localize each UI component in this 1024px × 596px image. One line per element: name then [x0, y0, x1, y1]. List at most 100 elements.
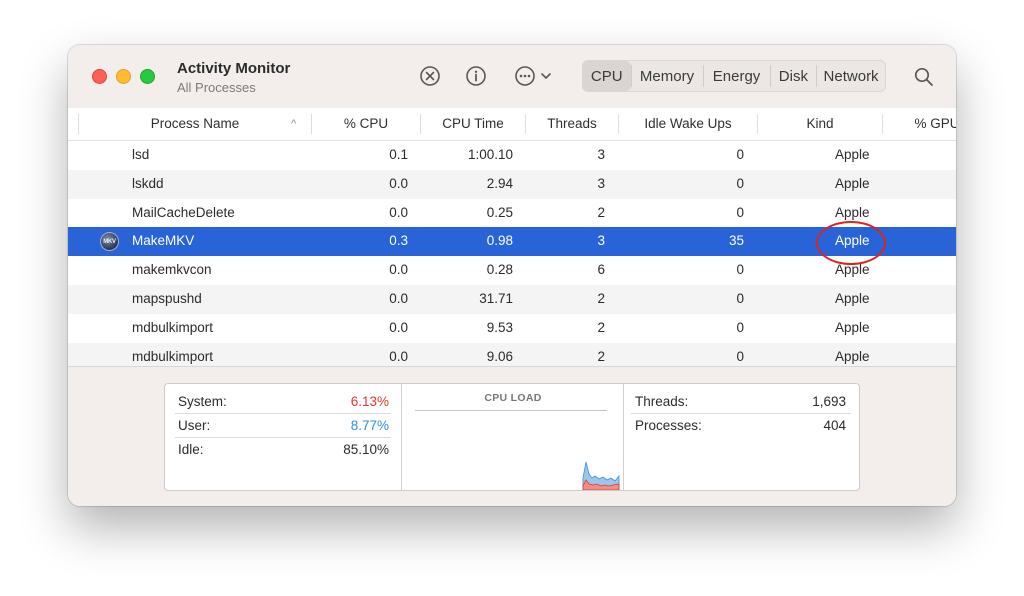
threads-count: 2 — [597, 348, 605, 364]
tab-energy[interactable]: Energy — [712, 67, 761, 85]
search-button[interactable] — [914, 67, 934, 92]
view-tabs: CPU Memory Energy Disk Network — [582, 60, 886, 92]
idle-label: Idle: — [178, 442, 204, 457]
tab-memory[interactable]: Memory — [639, 67, 695, 85]
process-kind: Apple — [835, 204, 870, 220]
threads-count: 3 — [597, 147, 605, 162]
cpu-percent: 0.3 — [389, 233, 408, 249]
stop-process-button[interactable] — [418, 65, 442, 87]
threads-count: 2 — [597, 290, 605, 306]
idle-wake-ups: 0 — [736, 319, 744, 335]
threads-count: 2 — [597, 204, 605, 220]
idle-wake-ups: 0 — [736, 175, 744, 191]
system-label: System: — [178, 394, 227, 409]
process-kind: Apple — [835, 262, 870, 278]
process-kind: Apple — [835, 319, 870, 335]
column-divider — [420, 114, 421, 134]
column-divider — [78, 114, 79, 134]
idle-wake-ups: 35 — [728, 233, 744, 249]
cpu-time: 0.28 — [486, 262, 513, 278]
table-row[interactable]: mdbulkimport 0.0 9.53 2 0 Apple — [68, 314, 956, 343]
title-bar: Activity Monitor All Processes — [68, 45, 956, 109]
threads-count: 2 — [597, 319, 605, 335]
inspect-process-button[interactable] — [464, 65, 488, 87]
chevron-down-icon — [541, 73, 551, 79]
red-circle-annotation — [816, 221, 886, 265]
cpu-load-title: CPU LOAD — [484, 392, 542, 404]
processes-label: Processes: — [635, 418, 702, 433]
cpu-percent: 0.0 — [389, 290, 408, 306]
column-process-name[interactable]: Process Name ^ — [79, 108, 311, 140]
idle-value: 85.10% — [343, 442, 389, 457]
column-divider — [311, 114, 312, 134]
process-kind: Apple — [835, 147, 870, 162]
table-row[interactable]: MailCacheDelete 0.0 0.25 2 0 Apple — [68, 199, 956, 228]
table-row[interactable]: lsd 0.1 1:00.10 3 0 Apple — [68, 141, 956, 170]
idle-wake-ups: 0 — [736, 147, 744, 162]
process-kind: Apple — [835, 348, 870, 364]
idle-wake-ups: 0 — [736, 290, 744, 306]
info-circle-icon — [466, 66, 486, 86]
ellipsis-circle-icon — [515, 66, 535, 86]
cpu-percent: 0.0 — [389, 319, 408, 335]
system-value: 6.13% — [350, 394, 389, 409]
minimize-window-button[interactable] — [116, 69, 131, 84]
app-title: Activity Monitor — [177, 60, 291, 77]
table-row[interactable]: mdbulkimport 0.0 9.06 2 0 Apple — [68, 342, 956, 366]
tab-divider — [816, 65, 818, 87]
table-row[interactable]: lskdd 0.0 2.94 3 0 Apple — [68, 169, 956, 199]
tab-disk[interactable]: Disk — [778, 67, 808, 85]
table-header: Process Name ^ % CPU CPU Time Threads Id… — [68, 108, 956, 141]
more-actions-button[interactable] — [511, 65, 555, 87]
table-row-selected[interactable]: MKV MakeMKV 0.3 0.98 3 35 Apple — [68, 227, 956, 257]
process-name: lskdd — [132, 175, 164, 191]
column-divider — [525, 114, 526, 134]
table-row[interactable]: makemkvcon 0.0 0.28 6 0 Apple — [68, 256, 956, 285]
makemkv-app-icon: MKV — [100, 232, 119, 252]
column-idle-wake-ups[interactable]: Idle Wake Ups — [644, 116, 732, 131]
cpu-time: 1:00.10 — [467, 147, 513, 162]
activity-monitor-window: Activity Monitor All Processes — [68, 45, 956, 506]
idle-wake-ups: 0 — [736, 348, 744, 364]
threads-label: Threads: — [635, 394, 689, 409]
cpu-load-baseline — [415, 410, 607, 411]
column-divider — [757, 114, 758, 134]
process-name: mdbulkimport — [132, 319, 214, 335]
x-circle-icon — [420, 66, 440, 86]
column-cpu[interactable]: % CPU — [343, 116, 389, 131]
idle-wake-ups: 0 — [736, 262, 744, 278]
cpu-percent: 0.0 — [389, 204, 408, 220]
cpu-percent: 0.1 — [389, 147, 408, 162]
tab-network[interactable]: Network — [823, 67, 879, 85]
column-gpu[interactable]: % GPU — [914, 116, 956, 131]
sort-ascending-icon: ^ — [291, 118, 297, 130]
column-cpu-time[interactable]: CPU Time — [442, 116, 504, 131]
threads-count: 3 — [597, 233, 605, 249]
tab-divider — [630, 65, 632, 87]
process-name: MakeMKV — [132, 233, 195, 249]
column-threads[interactable]: Threads — [547, 116, 597, 131]
tab-cpu[interactable]: CPU — [583, 61, 631, 91]
processes-value: 404 — [823, 418, 846, 433]
cpu-summary-panel: System: 6.13% User: 8.77% Idle: 85.10% C… — [164, 383, 860, 491]
process-name: makemkvcon — [132, 262, 212, 278]
cpu-time: 0.25 — [486, 204, 513, 220]
process-name: mapspushd — [132, 290, 202, 306]
tab-divider — [702, 65, 704, 87]
cpu-time: 31.71 — [479, 290, 513, 306]
user-value: 8.77% — [350, 418, 389, 433]
table-row[interactable]: mapspushd 0.0 31.71 2 0 Apple — [68, 284, 956, 314]
cpu-percent: 0.0 — [389, 348, 408, 364]
threads-count: 3 — [597, 175, 605, 191]
column-divider — [618, 114, 619, 134]
cpu-percent: 0.0 — [389, 175, 408, 191]
zoom-window-button[interactable] — [140, 69, 155, 84]
cpu-load-graph — [582, 461, 620, 490]
column-label: Process Name — [150, 116, 240, 131]
column-kind[interactable]: Kind — [806, 116, 834, 131]
column-divider — [882, 114, 883, 134]
close-window-button[interactable] — [92, 69, 107, 84]
user-label: User: — [178, 418, 211, 433]
process-kind: Apple — [835, 290, 870, 306]
cpu-percent: 0.0 — [389, 262, 408, 278]
